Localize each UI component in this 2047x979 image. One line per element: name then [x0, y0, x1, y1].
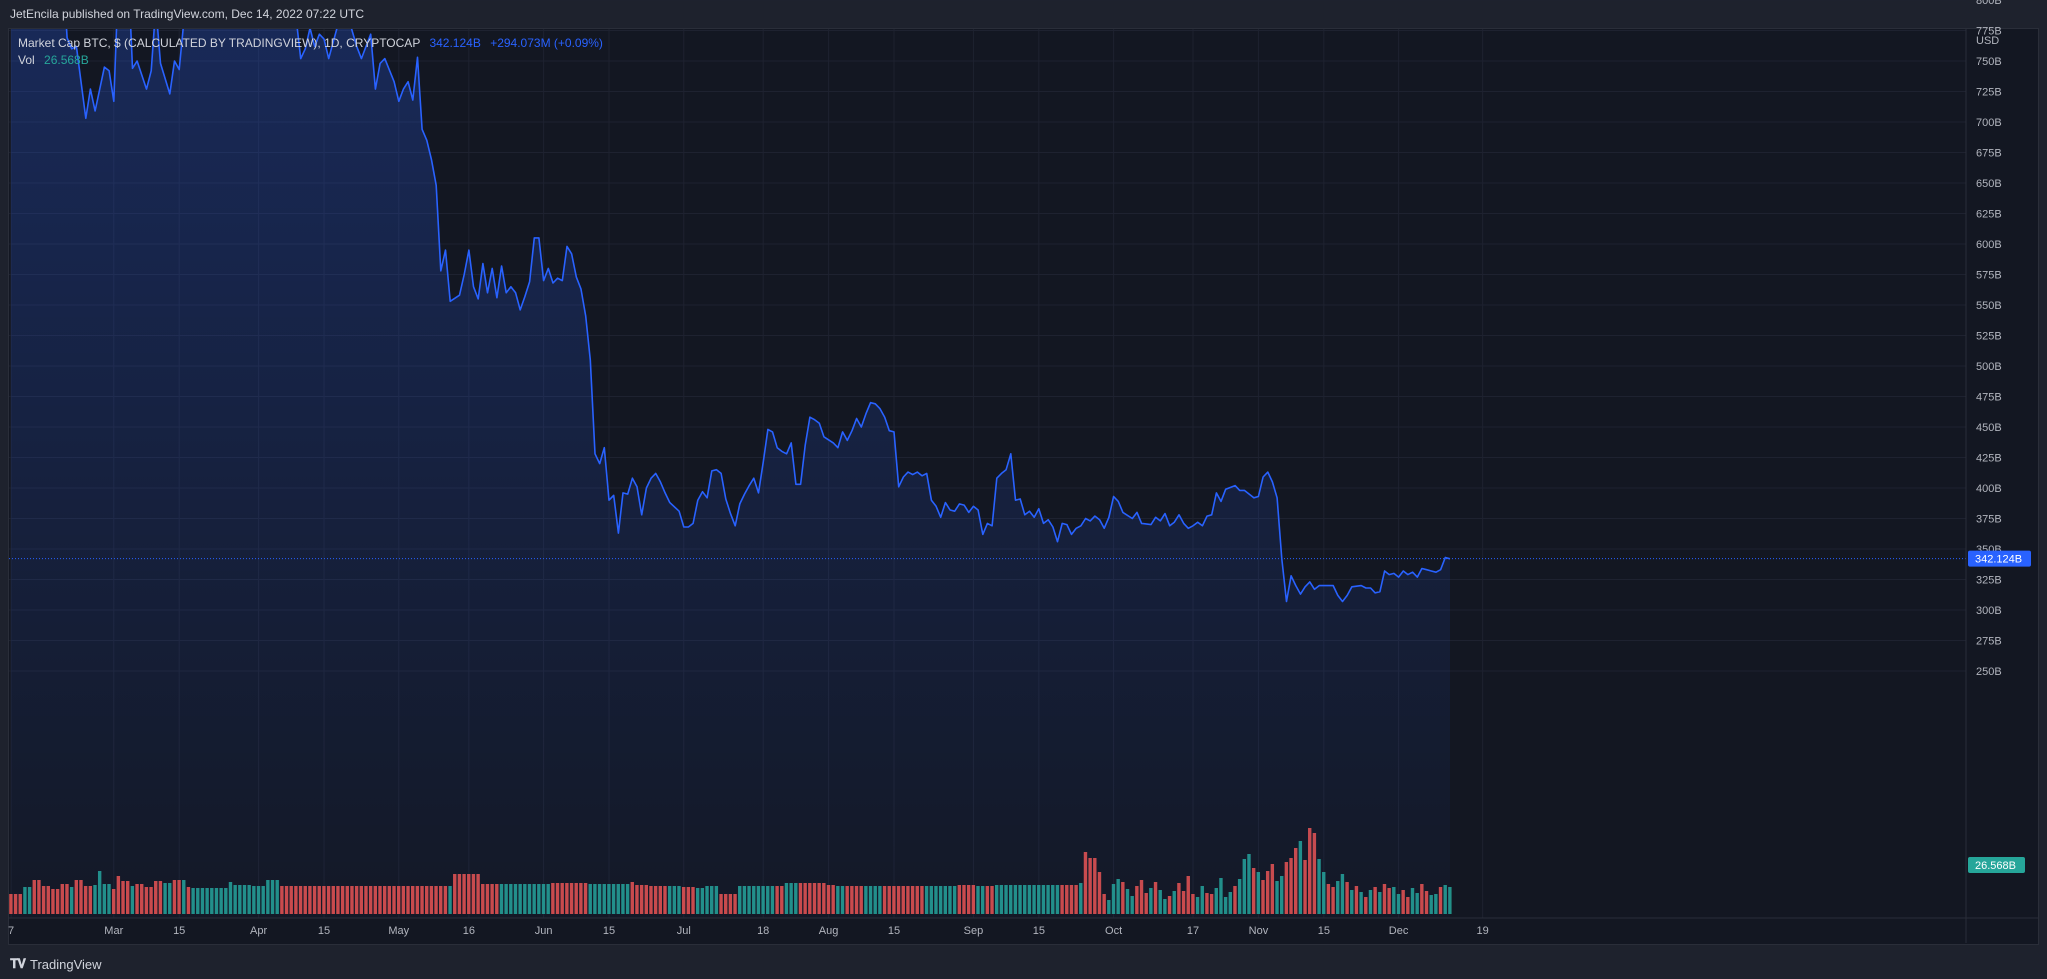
y-tick-label: 650B [1976, 178, 2002, 190]
price-axis: USD950B925B900B875B850B825B800B775B750B7… [1976, 0, 2002, 678]
x-tick-label: May [388, 925, 409, 937]
y-tick-label: 550B [1976, 300, 2002, 312]
price-area-fill [11, 29, 1450, 918]
volume-bar [9, 894, 13, 914]
x-tick-label: Nov [1249, 925, 1269, 937]
x-tick-label: Oct [1105, 925, 1122, 937]
brand-name: TradingView [30, 956, 102, 972]
x-tick-label: 15 [888, 925, 900, 937]
y-tick-label: 700B [1976, 117, 2002, 129]
y-tick-label: 400B [1976, 483, 2002, 495]
y-tick-label: 525B [1976, 331, 2002, 343]
publish-header: JetEncila published on TradingView.com, … [0, 0, 2047, 28]
chart-legend: Market Cap BTC, $ (CALCULATED BY TRADING… [18, 35, 603, 69]
y-tick-label: 675B [1976, 148, 2002, 160]
y-tick-label: 325B [1976, 575, 2002, 587]
x-tick-label: Jul [677, 925, 691, 937]
time-axis: 7 Mar 15 Apr 15 May 16 Jun 15 Jul 18 Aug 15 Sep 15 Oct 1… [8, 925, 1489, 937]
last-price-tag: 342.124B [1968, 550, 2031, 567]
y-tick-label: 600B [1976, 239, 2002, 251]
last-price-tag-label: 342.124B [1975, 554, 2022, 566]
x-tick-label: 16 [463, 925, 475, 937]
x-tick-label: Dec [1389, 925, 1409, 937]
y-tick-label: 775B [1976, 26, 2002, 38]
x-tick-label: 15 [1033, 925, 1045, 937]
x-tick-label: 18 [757, 925, 769, 937]
last-value: 342.124B [429, 36, 481, 50]
x-tick-label: 19 [1477, 925, 1489, 937]
x-tick-label: 15 [318, 925, 330, 937]
y-tick-label: 375B [1976, 514, 2002, 526]
y-tick-label: 750B [1976, 56, 2002, 68]
last-price-tag-bg [1968, 550, 2031, 567]
y-tick-label: 800B [1976, 0, 2002, 7]
x-tick-label: Sep [964, 925, 984, 937]
publish-info: JetEncila published on TradingView.com, … [10, 7, 364, 21]
tradingview-logo[interactable]: 𝐓𝐕 TradingView [10, 956, 102, 972]
y-tick-label: 625B [1976, 209, 2002, 221]
volume-tag: 26.568B [1968, 857, 2025, 873]
footer-bar: 𝐓𝐕 TradingView [0, 947, 2047, 979]
x-tick-label: 15 [603, 925, 615, 937]
tradingview-logo-icon: 𝐓𝐕 [10, 956, 26, 971]
x-tick-label: 15 [173, 925, 185, 937]
x-tick-label: 17 [1187, 925, 1199, 937]
x-tick-label: Aug [819, 925, 839, 937]
y-tick-label: 575B [1976, 270, 2002, 282]
y-tick-label: 300B [1976, 605, 2002, 617]
x-tick-label: 7 [8, 925, 14, 937]
x-tick-label: Jun [535, 925, 553, 937]
x-tick-label: Mar [104, 925, 123, 937]
y-tick-label: 250B [1976, 666, 2002, 678]
volume-label[interactable]: Vol [18, 53, 35, 67]
x-tick-label: Apr [250, 925, 267, 937]
volume-tag-label: 26.568B [1975, 860, 2016, 872]
y-tick-label: 425B [1976, 453, 2002, 465]
y-tick-label: 275B [1976, 636, 2002, 648]
volume-tag-bg [1968, 857, 2025, 873]
y-tick-label: 500B [1976, 361, 2002, 373]
y-tick-label: 475B [1976, 392, 2002, 404]
x-tick-label: 15 [1318, 925, 1330, 937]
symbol-title[interactable]: Market Cap BTC, $ (CALCULATED BY TRADING… [18, 36, 421, 50]
price-line [65, 29, 1451, 603]
volume-value: 26.568B [44, 53, 89, 67]
value-change: +294.073M (+0.09%) [490, 36, 603, 50]
y-tick-label: 725B [1976, 87, 2002, 99]
axis-unit-label: USD [1976, 35, 1999, 47]
y-tick-label: 450B [1976, 422, 2002, 434]
